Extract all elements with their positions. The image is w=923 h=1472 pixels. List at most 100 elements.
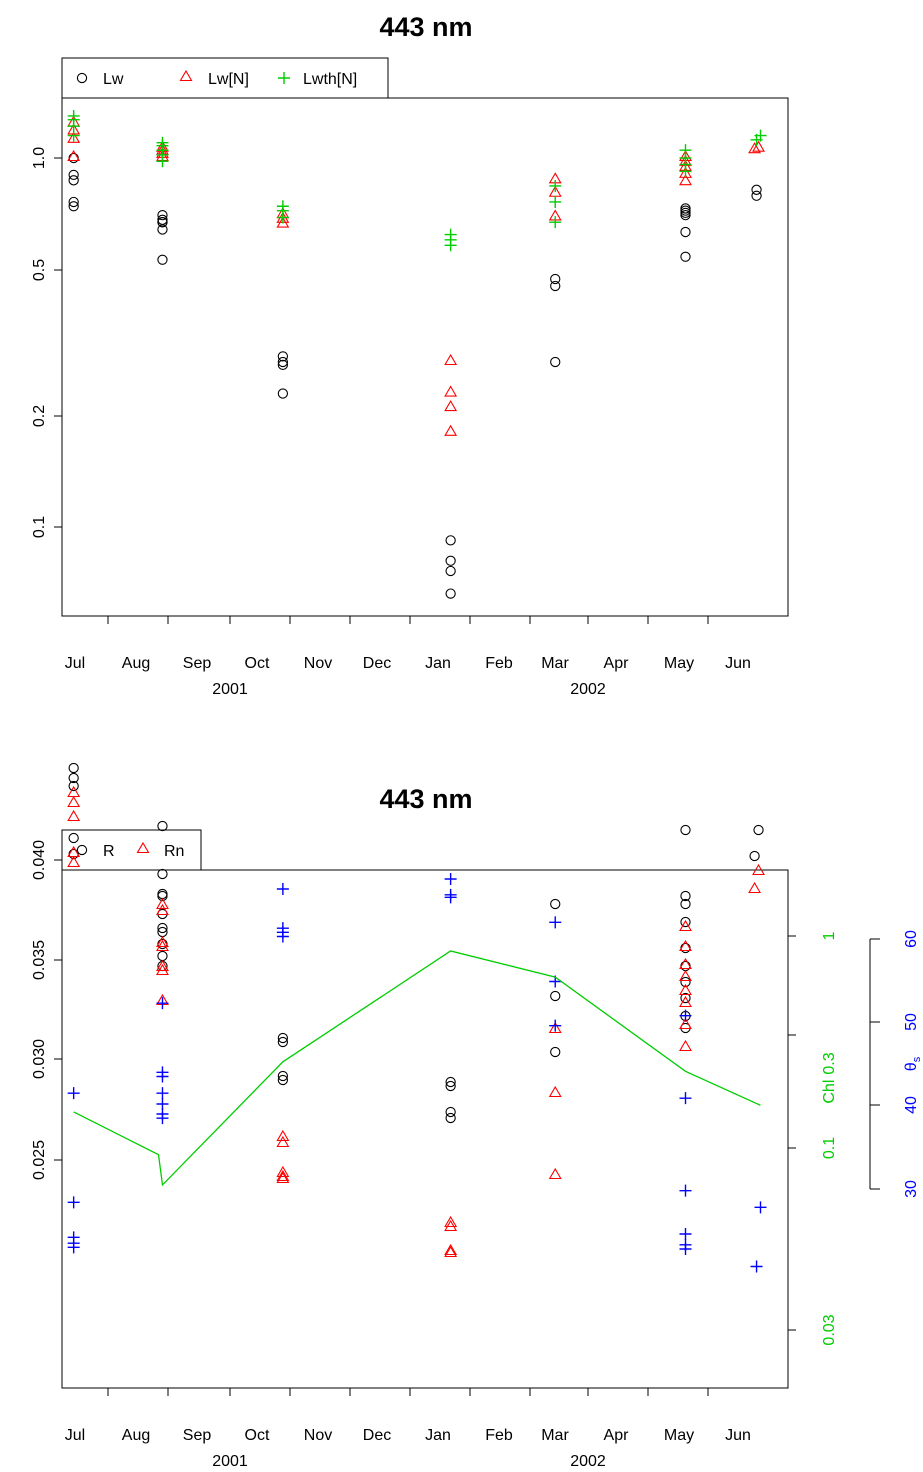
theta-point bbox=[679, 1184, 692, 1197]
lwn-point bbox=[444, 353, 458, 366]
lw-point bbox=[68, 169, 79, 181]
r-point bbox=[157, 950, 168, 962]
chart1-points bbox=[67, 109, 767, 599]
chl-tick-label-0.1: 0.1 bbox=[821, 1137, 838, 1159]
month-label-nov: Nov bbox=[304, 655, 332, 672]
lw-point bbox=[157, 254, 168, 265]
chart2-points bbox=[67, 762, 767, 1273]
theta-point bbox=[276, 930, 289, 943]
lw-point bbox=[680, 226, 691, 238]
month-label-dec: Dec bbox=[363, 655, 391, 672]
r-point bbox=[445, 1112, 456, 1124]
lw-point bbox=[277, 356, 289, 368]
rn-point bbox=[276, 1165, 290, 1178]
year-label-2001: 2001 bbox=[212, 1453, 248, 1470]
month-label-apr: Apr bbox=[604, 1427, 630, 1444]
y-tick-label-0.030: 0.030 bbox=[31, 1039, 48, 1079]
r-point bbox=[445, 1106, 456, 1118]
chart2-legend: R Rn bbox=[61, 829, 202, 871]
y-tick-label-0.2: 0.2 bbox=[31, 405, 48, 427]
month-label-aug: Aug bbox=[122, 1427, 150, 1444]
theta-point bbox=[754, 1201, 767, 1214]
rn-point bbox=[67, 795, 81, 808]
theta-point bbox=[679, 1243, 692, 1255]
lw-point bbox=[550, 273, 561, 285]
theta-point bbox=[67, 1087, 80, 1100]
theta-point bbox=[276, 883, 289, 895]
y-tick-label-0.5: 0.5 bbox=[31, 259, 48, 281]
theta-point bbox=[750, 1260, 763, 1273]
theta-tick-label-30: 30 bbox=[903, 1180, 920, 1198]
month-label-may: May bbox=[664, 1427, 694, 1444]
theta-axis: 30 40 50 60 θs bbox=[869, 930, 923, 1198]
legend-r-label: R bbox=[103, 843, 115, 860]
month-label-may: May bbox=[664, 655, 694, 672]
legend-lwthn-label: Lwth[N] bbox=[303, 71, 357, 88]
lwn-point bbox=[444, 400, 458, 412]
lwthn-point bbox=[444, 239, 457, 252]
rn-point bbox=[276, 1129, 290, 1142]
lwthn-point bbox=[679, 165, 692, 178]
month-label-feb: Feb bbox=[485, 655, 513, 672]
lw-point bbox=[157, 210, 168, 221]
legend-lw-marker bbox=[76, 72, 88, 84]
x-tick bbox=[107, 616, 709, 624]
reflectance-chart: 443 nm R Rn 0.025 0.030 0.035 0.040 0.03… bbox=[31, 762, 923, 1470]
r-point bbox=[445, 1076, 456, 1088]
theta-point bbox=[156, 1070, 169, 1083]
chart2-legend-box bbox=[61, 829, 202, 871]
theta-point bbox=[156, 1087, 169, 1100]
lw-point bbox=[680, 251, 691, 262]
theta-axis-line bbox=[869, 938, 880, 1190]
lwn-point bbox=[752, 140, 765, 152]
rn-point bbox=[444, 1219, 458, 1232]
rn-point bbox=[679, 1017, 692, 1030]
legend-lw-label: Lw bbox=[103, 71, 124, 88]
theta-point bbox=[156, 997, 169, 1010]
lw-point bbox=[68, 196, 79, 208]
rn-point bbox=[444, 1215, 458, 1228]
lwn-point bbox=[67, 131, 81, 143]
chart2-y-axis: 0.025 0.030 0.035 0.040 bbox=[31, 840, 62, 1180]
lwthn-point bbox=[67, 129, 80, 142]
r-point bbox=[680, 916, 691, 928]
r-point bbox=[68, 772, 79, 784]
lw-point bbox=[680, 210, 691, 221]
month-label-oct: Oct bbox=[245, 1427, 270, 1444]
legend-rn-label: Rn bbox=[164, 843, 184, 860]
chl-axis-label: Chl 0.3 bbox=[821, 1052, 838, 1103]
theta-tick-label-60: 60 bbox=[903, 930, 920, 948]
lwthn-point bbox=[276, 211, 289, 224]
y-tick-label-0.1: 0.1 bbox=[31, 516, 48, 538]
rn-point bbox=[444, 1245, 458, 1258]
rn-point bbox=[548, 1021, 562, 1034]
lwn-point bbox=[679, 166, 692, 178]
month-label-mar: Mar bbox=[541, 655, 569, 672]
y-tick-label-0.040: 0.040 bbox=[31, 840, 48, 880]
r-point bbox=[277, 1070, 289, 1082]
chl-axis-label-text: Chl bbox=[821, 1080, 838, 1104]
r-point bbox=[680, 942, 691, 954]
theta-point bbox=[549, 1019, 562, 1032]
y-tick-label-0.025: 0.025 bbox=[31, 1140, 48, 1180]
rn-point bbox=[156, 939, 169, 952]
theta-point bbox=[67, 1241, 80, 1254]
r-point bbox=[753, 824, 764, 836]
chart1-plot-frame bbox=[61, 97, 789, 617]
rn-point bbox=[156, 903, 169, 916]
theta-point bbox=[444, 891, 457, 904]
r-point bbox=[680, 976, 691, 988]
r-point bbox=[680, 898, 691, 910]
rn-point bbox=[679, 1039, 692, 1052]
lw-point bbox=[277, 388, 289, 399]
lw-point bbox=[277, 351, 289, 362]
lwthn-point bbox=[549, 179, 562, 192]
rn-point bbox=[548, 1167, 562, 1180]
chart2-plot-frame bbox=[61, 869, 789, 1389]
lw-point bbox=[445, 588, 456, 599]
theta-tick-label-50: 50 bbox=[903, 1013, 920, 1031]
chart1-legend-box bbox=[61, 57, 389, 99]
lw-point bbox=[445, 535, 456, 546]
r-point bbox=[68, 762, 79, 774]
lw-point bbox=[751, 190, 762, 201]
